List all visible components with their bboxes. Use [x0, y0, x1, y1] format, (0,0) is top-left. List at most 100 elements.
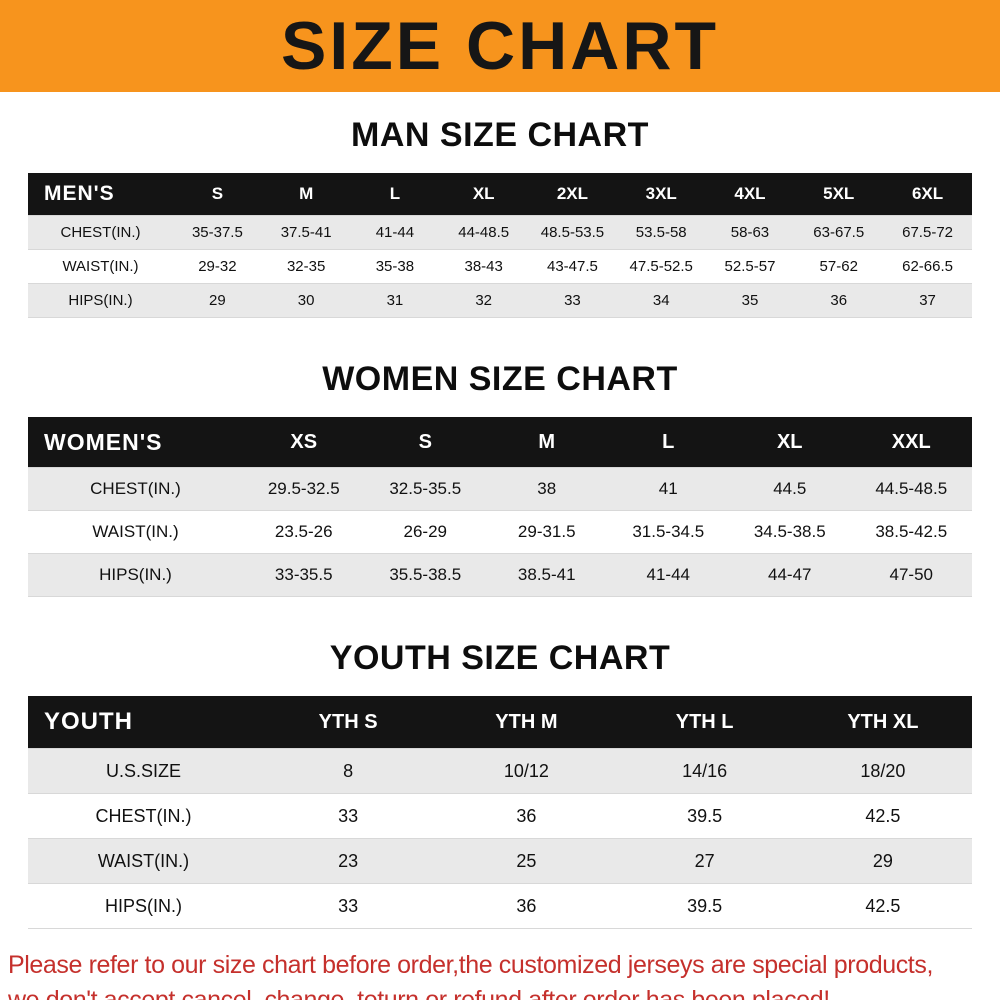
column-header: 6XL [883, 173, 972, 216]
size-cell: 25 [437, 838, 616, 884]
size-cell: 62-66.5 [902, 258, 953, 275]
youth-size-table: YOUTH YTH S YTH M YTH L YTH XL U.S.SIZE 8 10/12… [28, 696, 972, 929]
size-cell: 44.5 [729, 467, 851, 511]
size-cell: 36 [516, 805, 537, 826]
size-cell: 29 [173, 283, 262, 318]
size-cell: 34.5-38.5 [753, 522, 826, 541]
size-cell: 29-32 [198, 258, 237, 275]
table-title: WOMEN'S [28, 417, 243, 468]
women-size-section: WOMEN SIZE CHART WOMEN'S XS S M L XL XXL CHEST(… [0, 360, 1000, 597]
row-label: HIPS(IN.) [104, 895, 182, 916]
size-cell: 37 [883, 283, 972, 318]
table-title: YOUTH [28, 696, 259, 749]
banner: SIZE CHART [0, 0, 1000, 92]
table-row: HIPS(IN.) 33-35.5 35.5-38.5 38.5-41 41-44 44-… [28, 553, 972, 597]
size-cell: 39.5 [687, 805, 723, 826]
size-cell: 14/16 [615, 748, 794, 794]
man-size-table: MEN'S S M L XL 2XL 3XL 4XL 5XL 6XL CHEST(IN.) 35-37… [28, 173, 972, 318]
size-cell: 47.5-52.5 [629, 258, 693, 275]
size-cell: 26-29 [403, 522, 447, 541]
size-cell: 67.5-72 [883, 215, 972, 250]
size-cell: 32.5-35.5 [364, 467, 486, 511]
column-header: 4XL [705, 173, 795, 216]
size-cell: 38 [486, 467, 608, 511]
size-cell: 52.5-57 [724, 258, 776, 275]
column-header: L [607, 417, 729, 468]
column-header: M [486, 417, 608, 468]
size-cell: 42.5 [865, 895, 901, 916]
column-header: XS [243, 417, 365, 468]
page-title: SIZE CHART [281, 8, 719, 84]
row-label: CHEST(IN.) [28, 467, 243, 511]
column-header: YTH M [437, 696, 616, 749]
size-table-grid: MEN'S S M L XL 2XL 3XL 4XL 5XL 6XL CHEST(IN.) 35-37… [28, 173, 972, 318]
note-line-2: we don't accept cancel, change, teturn o… [8, 986, 830, 1000]
row-label: HIPS(IN.) [28, 283, 173, 318]
size-cell: 33 [338, 895, 359, 916]
man-size-section: MAN SIZE CHART MEN'S S M L XL 2XL 3XL 4XL 5XL 6XL… [0, 116, 1000, 318]
size-table-grid: WOMEN'S XS S M L XL XXL CHEST(IN.) 29.5-32.5 32.5… [28, 417, 972, 597]
size-cell: 42.5 [865, 805, 901, 826]
size-cell: 10/12 [437, 748, 616, 794]
women-section-heading: WOMEN SIZE CHART [322, 360, 678, 398]
size-cell: 44-48.5 [439, 215, 529, 250]
size-cell: 32-35 [286, 258, 326, 275]
size-cell: 44-47 [729, 553, 851, 597]
size-cell: 43-47.5 [547, 258, 598, 275]
column-header: XL [439, 173, 529, 216]
size-cell: 31 [350, 283, 440, 318]
size-cell: 23.5-26 [274, 522, 333, 541]
table-row: WAIST(IN.) 29-32 32-35 35-38 38-43 43-47.5 47.… [28, 249, 972, 284]
column-header: YTH L [615, 696, 794, 749]
size-cell: 48.5-53.5 [528, 215, 617, 250]
row-label: WAIST(IN.) [62, 258, 139, 275]
size-cell: 53.5-58 [616, 215, 706, 250]
size-cell: 38.5-41 [486, 553, 608, 597]
row-label: U.S.SIZE [28, 748, 259, 794]
size-table-grid: YOUTH YTH S YTH M YTH L YTH XL U.S.SIZE 8 10/12… [28, 696, 972, 929]
size-cell: 23 [259, 838, 438, 884]
row-label: HIPS(IN.) [28, 553, 243, 597]
size-cell: 29.5-32.5 [243, 467, 365, 511]
size-cell: 35-38 [375, 258, 415, 275]
size-cell: 63-67.5 [794, 215, 884, 250]
women-size-table: WOMEN'S XS S M L XL XXL CHEST(IN.) 29.5-32.5 32.5… [28, 417, 972, 597]
table-header-row: YOUTH YTH S YTH M YTH L YTH XL [28, 696, 972, 749]
size-cell: 35-37.5 [173, 215, 262, 250]
table-row: WAIST(IN.) 23.5-26 26-29 29-31.5 31.5-34.5 34… [28, 510, 972, 554]
row-label: WAIST(IN.) [28, 838, 259, 884]
size-cell: 39.5 [687, 895, 723, 916]
size-cell: 57-62 [819, 258, 858, 275]
table-row: CHEST(IN.) 33 36 39.5 42.5 [28, 793, 972, 839]
size-cell: 27 [615, 838, 794, 884]
table-row: CHEST(IN.) 35-37.5 37.5-41 41-44 44-48.5 48.5… [28, 215, 972, 250]
size-cell: 38.5-42.5 [875, 522, 948, 541]
column-header: M [261, 173, 351, 216]
size-cell: 30 [261, 283, 351, 318]
size-cell: 35 [705, 283, 795, 318]
table-row: WAIST(IN.) 23 25 27 29 [28, 838, 972, 884]
table-row: HIPS(IN.) 33 36 39.5 42.5 [28, 883, 972, 929]
column-header: XL [729, 417, 851, 468]
size-cell: 58-63 [705, 215, 795, 250]
size-cell: 47-50 [850, 553, 972, 597]
size-cell: 37.5-41 [261, 215, 351, 250]
size-cell: 41-44 [350, 215, 440, 250]
size-cell: 18/20 [793, 748, 972, 794]
size-cell: 41-44 [607, 553, 729, 597]
size-cell: 8 [259, 748, 438, 794]
column-header: YTH XL [793, 696, 972, 749]
row-label: CHEST(IN.) [28, 215, 173, 250]
table-row: CHEST(IN.) 29.5-32.5 32.5-35.5 38 41 44.5 44.5… [28, 467, 972, 511]
table-header-row: WOMEN'S XS S M L XL XXL [28, 417, 972, 468]
column-header: L [350, 173, 440, 216]
youth-section-heading: YOUTH SIZE CHART [329, 639, 671, 677]
size-cell: 38-43 [464, 258, 503, 275]
column-header: 2XL [528, 173, 617, 216]
row-label: CHEST(IN.) [95, 805, 192, 826]
size-cell: 36 [516, 895, 537, 916]
column-header: XXL [850, 417, 972, 468]
column-header: S [173, 173, 262, 216]
size-cell: 35.5-38.5 [364, 553, 486, 597]
